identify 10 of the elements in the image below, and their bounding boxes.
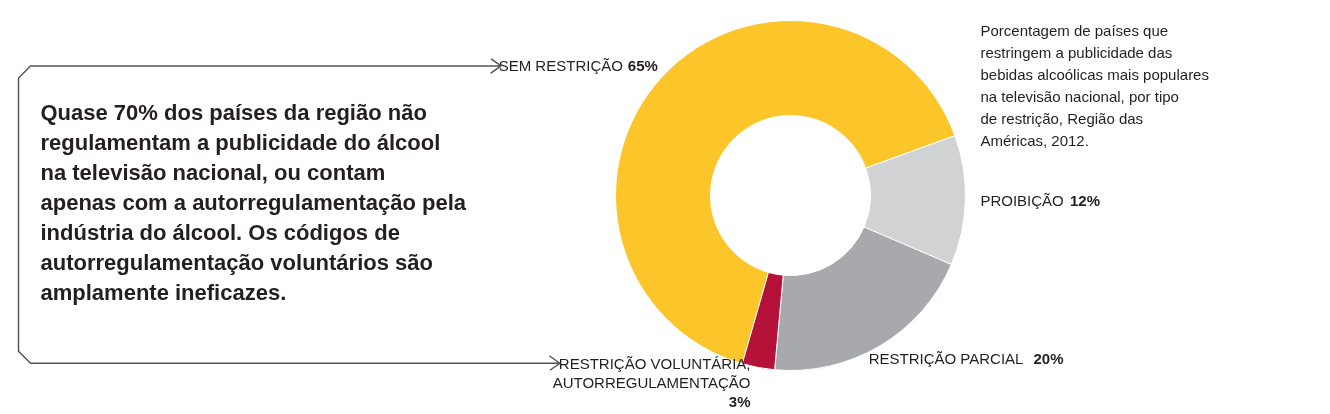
- data-label: 12%: [1070, 192, 1101, 210]
- data-label: 20%: [1033, 350, 1064, 368]
- text: Quase 70% dos países da região não regulamentam a publicidade do álcool na televisão nacional, ou contam apenas com a autorregulamentação pela indústria do álcool. Os códigos de autorregulamentação voluntários são amplamente ineficazes.: [40, 100, 467, 305]
- slice-label: RESTRIÇÃO PARCIAL: [868, 350, 1024, 368]
- text: Porcentagem de países que restringem a publicidade das bebidas alcoólicas mais populares na televisão nacional, por tipo de restrição, Região das Américas, 2012.: [980, 22, 1209, 149]
- data-label: 3%: [728, 392, 751, 410]
- data-label: 65%: [627, 57, 658, 75]
- slice-label: PROIBIÇÃO: [980, 192, 1064, 210]
- slice-label: SEM RESTRIÇÃO: [498, 57, 623, 75]
- slice-label: RESTRIÇÃO VOLUNTÁRIA, AUTORREGULAMENTAÇÃO: [552, 354, 751, 391]
